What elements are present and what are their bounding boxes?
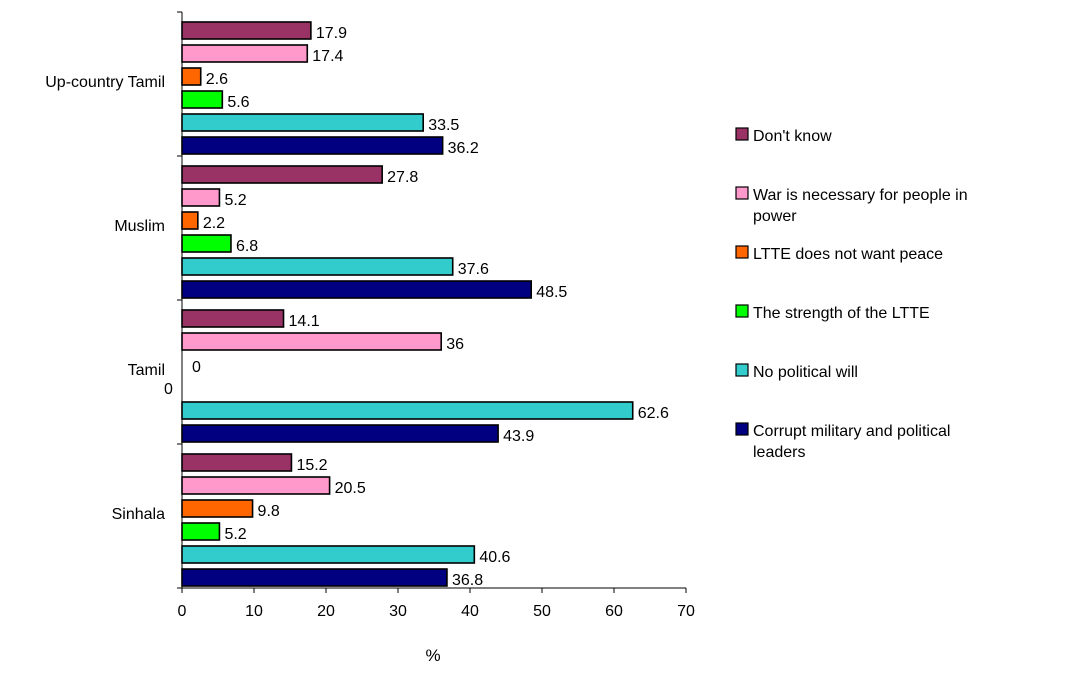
- x-tick-label: 40: [461, 603, 479, 620]
- data-label: 48.5: [536, 284, 567, 301]
- data-label: 2.6: [206, 71, 228, 88]
- legend-label: Don't know: [753, 128, 832, 145]
- data-label: 62.6: [638, 405, 669, 422]
- data-label: 5.2: [224, 526, 246, 543]
- bar: [181, 545, 476, 564]
- data-label: 36.8: [452, 572, 483, 589]
- legend-label: No political will: [753, 364, 858, 381]
- legend-swatch: [735, 422, 749, 436]
- x-axis-label: %: [425, 646, 440, 665]
- x-tick-label: 70: [677, 603, 695, 620]
- x-tick-label: 10: [245, 603, 263, 620]
- bar: [181, 21, 312, 40]
- legend-swatch: [735, 304, 749, 318]
- bar: [181, 453, 293, 472]
- data-label: 9.8: [258, 503, 280, 520]
- data-label: 15.2: [296, 457, 327, 474]
- data-label: 36: [446, 336, 464, 353]
- bar: [181, 234, 232, 253]
- data-label: 20.5: [335, 480, 366, 497]
- bar: [181, 280, 533, 299]
- bar: [181, 401, 634, 420]
- axes-layer: 0 10 20 30 40 50 60 70: [177, 11, 695, 620]
- legend: Don't know War is necessary for people in…: [735, 127, 968, 461]
- value-labels-layer: 17.9 17.4 2.6 5.6 33.5 36.2 27.8 5.2 2.2 6.8 37.6 4…: [164, 25, 669, 589]
- bar: [181, 424, 499, 443]
- bar: [181, 113, 424, 132]
- data-label: 2.2: [203, 215, 225, 232]
- legend-swatch: [735, 245, 749, 259]
- legend-swatch: [735, 363, 749, 377]
- bars-layer: [181, 21, 634, 587]
- data-label: 17.4: [312, 48, 343, 65]
- category-label: Muslim: [114, 218, 165, 235]
- bar: [181, 476, 331, 495]
- x-tick-label: 60: [605, 603, 623, 620]
- category-labels-layer: Up-country Tamil Muslim Tamil Sinhala: [45, 74, 165, 523]
- data-label: 33.5: [428, 117, 459, 134]
- data-label: 6.8: [236, 238, 258, 255]
- legend-swatch: [735, 186, 749, 200]
- data-label: 5.6: [227, 94, 249, 111]
- bar: [181, 90, 224, 109]
- data-label: 43.9: [503, 428, 534, 445]
- data-label: 17.9: [316, 25, 347, 42]
- x-tick-label: 50: [533, 603, 551, 620]
- category-label: Tamil: [128, 362, 165, 379]
- bar: [181, 188, 221, 207]
- x-tick-label: 30: [389, 603, 407, 620]
- data-label: 40.6: [479, 549, 510, 566]
- legend-label: War is necessary for people in power: [753, 187, 968, 225]
- data-label: 0: [192, 359, 201, 376]
- bar: [181, 332, 443, 351]
- data-label: 5.2: [224, 192, 246, 209]
- data-label: 0: [164, 381, 173, 398]
- category-label: Sinhala: [112, 506, 165, 523]
- x-tick-label: 0: [178, 603, 187, 620]
- bar: [181, 257, 454, 276]
- legend-label: Corrupt military and political leaders: [753, 423, 950, 461]
- bar: [181, 136, 444, 155]
- bar: [181, 309, 285, 328]
- legend-swatch: [735, 127, 749, 141]
- data-label: 37.6: [458, 261, 489, 278]
- bar: [181, 67, 202, 86]
- data-label: 14.1: [289, 313, 320, 330]
- bar: [181, 211, 199, 230]
- data-label: 36.2: [448, 140, 479, 157]
- bar: [181, 568, 448, 587]
- bar: [181, 499, 254, 518]
- legend-label: LTTE does not want peace: [753, 246, 943, 263]
- bar: [181, 165, 383, 184]
- x-tick-label: 20: [317, 603, 335, 620]
- bar: [181, 522, 221, 541]
- bar: [181, 44, 309, 63]
- data-label: 27.8: [387, 169, 418, 186]
- legend-label: The strength of the LTTE: [753, 305, 930, 322]
- category-label: Up-country Tamil: [45, 74, 165, 91]
